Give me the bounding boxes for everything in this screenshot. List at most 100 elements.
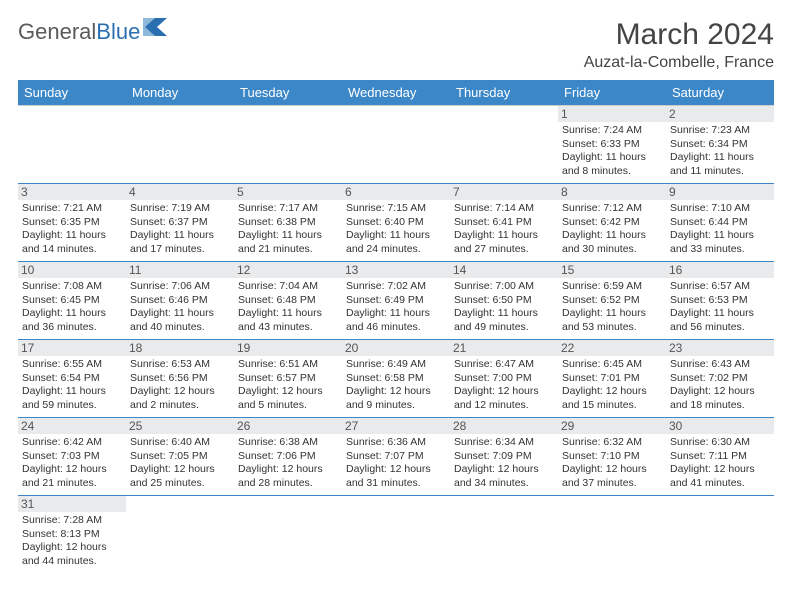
month-title: March 2024 (584, 18, 774, 52)
day-number: 6 (342, 184, 450, 200)
day-number: 7 (450, 184, 558, 200)
calendar-body: 1 Sunrise: 7:24 AMSunset: 6:33 PMDaylight… (18, 106, 774, 574)
sunrise-line: Sunrise: 7:02 AM (346, 280, 446, 294)
day-number: 9 (666, 184, 774, 200)
calendar-cell: 5 Sunrise: 7:17 AMSunset: 6:38 PMDaylight… (234, 184, 342, 262)
calendar-cell (558, 496, 666, 574)
day-number: 22 (558, 340, 666, 356)
sunset-line: Sunset: 7:00 PM (454, 372, 554, 386)
cell-body: Sunrise: 6:49 AMSunset: 6:58 PMDaylight:… (346, 358, 446, 413)
sunrise-line: Sunrise: 6:38 AM (238, 436, 338, 450)
sunset-line: Sunset: 6:54 PM (22, 372, 122, 386)
cell-body: Sunrise: 7:17 AMSunset: 6:38 PMDaylight:… (238, 202, 338, 257)
cell-body: Sunrise: 6:57 AMSunset: 6:53 PMDaylight:… (670, 280, 770, 335)
daylight-line: Daylight: 11 hours and 14 minutes. (22, 229, 122, 256)
page-header: GeneralBlue March 2024 Auzat-la-Combelle… (18, 18, 774, 72)
daylight-line: Daylight: 12 hours and 2 minutes. (130, 385, 230, 412)
sunrise-line: Sunrise: 7:04 AM (238, 280, 338, 294)
sunset-line: Sunset: 6:42 PM (562, 216, 662, 230)
sunrise-line: Sunrise: 7:28 AM (22, 514, 122, 528)
daylight-line: Daylight: 12 hours and 31 minutes. (346, 463, 446, 490)
calendar-cell: 30Sunrise: 6:30 AMSunset: 7:11 PMDayligh… (666, 418, 774, 496)
cell-body: Sunrise: 7:02 AMSunset: 6:49 PMDaylight:… (346, 280, 446, 335)
day-number: 26 (234, 418, 342, 434)
sunset-line: Sunset: 7:11 PM (670, 450, 770, 464)
daylight-line: Daylight: 12 hours and 15 minutes. (562, 385, 662, 412)
sunrise-line: Sunrise: 6:51 AM (238, 358, 338, 372)
cell-body: Sunrise: 6:45 AMSunset: 7:01 PMDaylight:… (562, 358, 662, 413)
calendar-table: SundayMondayTuesdayWednesdayThursdayFrid… (18, 80, 774, 574)
calendar-cell (126, 106, 234, 184)
day-number: 11 (126, 262, 234, 278)
daylight-line: Daylight: 12 hours and 34 minutes. (454, 463, 554, 490)
cell-body: Sunrise: 7:14 AMSunset: 6:41 PMDaylight:… (454, 202, 554, 257)
cell-body: Sunrise: 7:15 AMSunset: 6:40 PMDaylight:… (346, 202, 446, 257)
cell-body: Sunrise: 7:08 AMSunset: 6:45 PMDaylight:… (22, 280, 122, 335)
calendar-cell: 24Sunrise: 6:42 AMSunset: 7:03 PMDayligh… (18, 418, 126, 496)
daylight-line: Daylight: 11 hours and 27 minutes. (454, 229, 554, 256)
calendar-cell: 9Sunrise: 7:10 AMSunset: 6:44 PMDaylight… (666, 184, 774, 262)
calendar-cell: 12Sunrise: 7:04 AMSunset: 6:48 PMDayligh… (234, 262, 342, 340)
daylight-line: Daylight: 12 hours and 5 minutes. (238, 385, 338, 412)
sunrise-line: Sunrise: 6:34 AM (454, 436, 554, 450)
calendar-cell (126, 496, 234, 574)
calendar-cell: 3Sunrise: 7:21 AMSunset: 6:35 PMDaylight… (18, 184, 126, 262)
day-number: 17 (18, 340, 126, 356)
daylight-line: Daylight: 11 hours and 24 minutes. (346, 229, 446, 256)
cell-body: Sunrise: 6:53 AMSunset: 6:56 PMDaylight:… (130, 358, 230, 413)
cell-body: Sunrise: 7:04 AMSunset: 6:48 PMDaylight:… (238, 280, 338, 335)
day-header: Thursday (450, 80, 558, 106)
calendar-cell: 18Sunrise: 6:53 AMSunset: 6:56 PMDayligh… (126, 340, 234, 418)
cell-body: Sunrise: 7:24 AMSunset: 6:33 PMDaylight:… (562, 124, 662, 179)
sunrise-line: Sunrise: 6:59 AM (562, 280, 662, 294)
cell-body: Sunrise: 6:59 AMSunset: 6:52 PMDaylight:… (562, 280, 662, 335)
cell-body: Sunrise: 6:34 AMSunset: 7:09 PMDaylight:… (454, 436, 554, 491)
day-number: 16 (666, 262, 774, 278)
calendar-cell: 1 Sunrise: 7:24 AMSunset: 6:33 PMDaylight… (558, 106, 666, 184)
calendar-cell: 13Sunrise: 7:02 AMSunset: 6:49 PMDayligh… (342, 262, 450, 340)
sunrise-line: Sunrise: 6:45 AM (562, 358, 662, 372)
sunrise-line: Sunrise: 7:14 AM (454, 202, 554, 216)
day-number: 14 (450, 262, 558, 278)
sunrise-line: Sunrise: 7:08 AM (22, 280, 122, 294)
sunset-line: Sunset: 6:34 PM (670, 138, 770, 152)
calendar-row: 10Sunrise: 7:08 AMSunset: 6:45 PMDayligh… (18, 262, 774, 340)
calendar-cell (450, 106, 558, 184)
sunrise-line: Sunrise: 7:10 AM (670, 202, 770, 216)
day-number: 5 (234, 184, 342, 200)
brand-logo: GeneralBlue (18, 18, 169, 46)
daylight-line: Daylight: 11 hours and 8 minutes. (562, 151, 662, 178)
sunset-line: Sunset: 6:45 PM (22, 294, 122, 308)
cell-body: Sunrise: 6:30 AMSunset: 7:11 PMDaylight:… (670, 436, 770, 491)
day-number: 4 (126, 184, 234, 200)
sunset-line: Sunset: 6:41 PM (454, 216, 554, 230)
day-number: 1 (558, 106, 666, 122)
calendar-cell (342, 496, 450, 574)
cell-body: Sunrise: 7:06 AMSunset: 6:46 PMDaylight:… (130, 280, 230, 335)
calendar-cell: 6 Sunrise: 7:15 AMSunset: 6:40 PMDaylight… (342, 184, 450, 262)
daylight-line: Daylight: 12 hours and 12 minutes. (454, 385, 554, 412)
day-number: 8 (558, 184, 666, 200)
sunset-line: Sunset: 6:46 PM (130, 294, 230, 308)
daylight-line: Daylight: 12 hours and 9 minutes. (346, 385, 446, 412)
location-label: Auzat-la-Combelle, France (584, 54, 774, 72)
calendar-cell: 17Sunrise: 6:55 AMSunset: 6:54 PMDayligh… (18, 340, 126, 418)
sunset-line: Sunset: 6:57 PM (238, 372, 338, 386)
sunrise-line: Sunrise: 6:36 AM (346, 436, 446, 450)
sunrise-line: Sunrise: 6:30 AM (670, 436, 770, 450)
cell-body: Sunrise: 7:23 AMSunset: 6:34 PMDaylight:… (670, 124, 770, 179)
daylight-line: Daylight: 11 hours and 21 minutes. (238, 229, 338, 256)
calendar-cell: 7 Sunrise: 7:14 AMSunset: 6:41 PMDaylight… (450, 184, 558, 262)
sunset-line: Sunset: 6:52 PM (562, 294, 662, 308)
day-number: 20 (342, 340, 450, 356)
cell-body: Sunrise: 7:28 AMSunset: 8:13 PMDaylight:… (22, 514, 122, 569)
calendar-cell: 19Sunrise: 6:51 AMSunset: 6:57 PMDayligh… (234, 340, 342, 418)
calendar-cell (450, 496, 558, 574)
sunrise-line: Sunrise: 7:12 AM (562, 202, 662, 216)
calendar-cell (666, 496, 774, 574)
sunset-line: Sunset: 6:53 PM (670, 294, 770, 308)
cell-body: Sunrise: 6:32 AMSunset: 7:10 PMDaylight:… (562, 436, 662, 491)
calendar-cell (234, 496, 342, 574)
sunset-line: Sunset: 7:03 PM (22, 450, 122, 464)
daylight-line: Daylight: 11 hours and 56 minutes. (670, 307, 770, 334)
